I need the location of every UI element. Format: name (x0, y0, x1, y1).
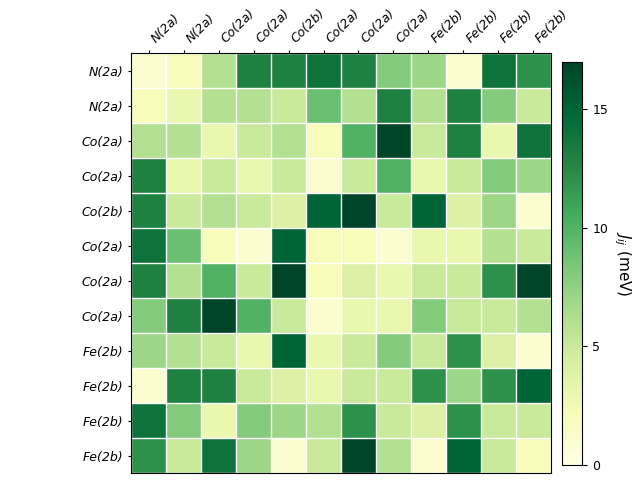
Y-axis label: $J_{ij}$ (meV): $J_{ij}$ (meV) (612, 230, 633, 296)
